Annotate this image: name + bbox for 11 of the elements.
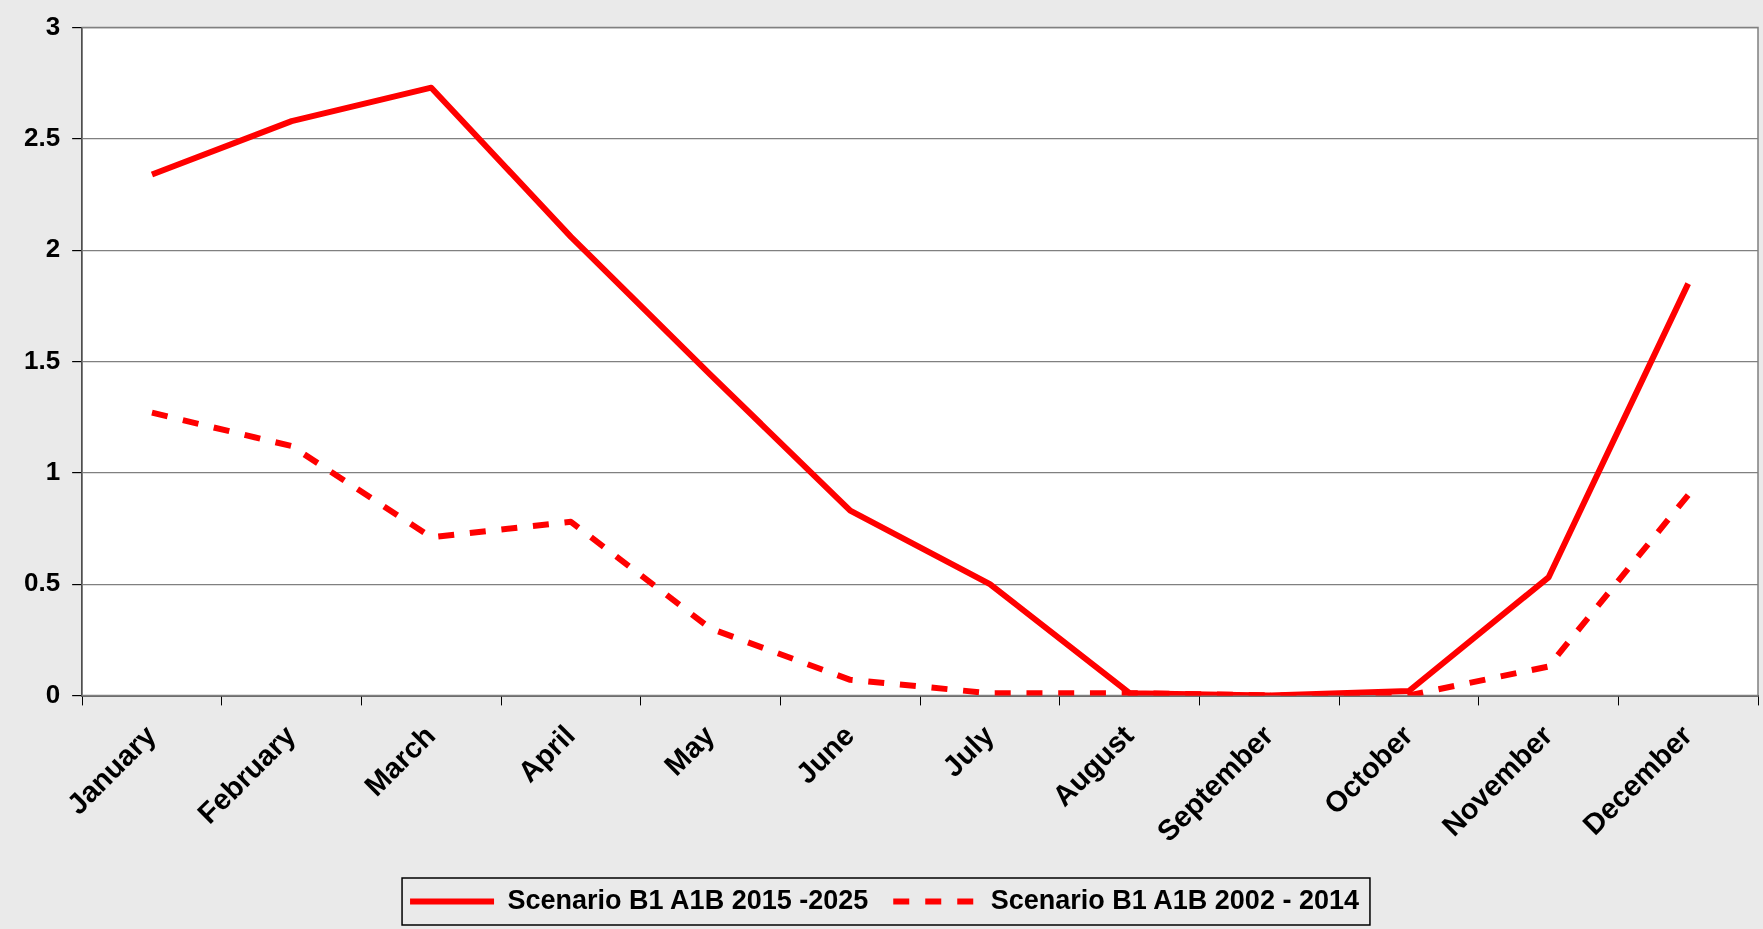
y-tick-label: 1 — [45, 455, 61, 486]
x-tick-label: May — [657, 718, 721, 782]
y-tick-label: 1.5 — [23, 344, 61, 375]
x-tick-label: July — [936, 718, 1000, 783]
legend-label: Scenario B1 A1B 2002 - 2014 — [990, 884, 1359, 915]
y-tick-label: 3 — [45, 10, 61, 41]
legend-label: Scenario B1 A1B 2015 -2025 — [507, 884, 869, 915]
y-tick-label: 2 — [45, 233, 61, 264]
y-tick-label: 2.5 — [23, 122, 61, 153]
y-tick-label: 0 — [45, 678, 61, 709]
y-tick-label: 0.5 — [23, 567, 61, 598]
